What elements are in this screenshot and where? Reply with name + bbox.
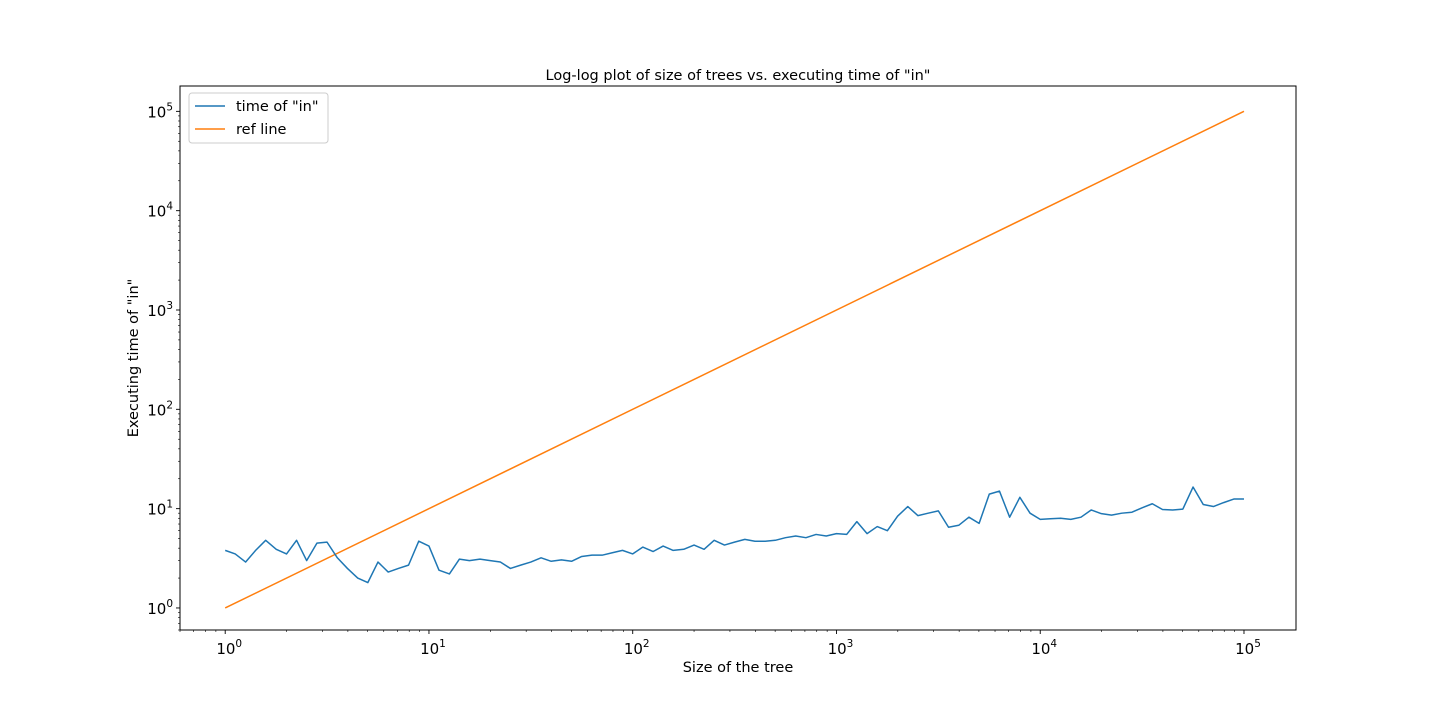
x-tick-label: 104 xyxy=(1031,638,1057,658)
y-tick-label: 102 xyxy=(147,399,173,419)
series-line-1 xyxy=(224,110,1245,609)
legend: time of "in" ref line xyxy=(188,92,329,144)
axes-frame xyxy=(179,85,1297,631)
y-axis-label: Executing time of "in" xyxy=(126,279,142,438)
x-tick-label: 102 xyxy=(624,638,650,658)
axis-ticks: 100 101 102 103 104 105 100 101 102 103 104 105 xyxy=(147,101,1261,658)
chart-title: Log-log plot of size of trees vs. execut… xyxy=(546,68,931,84)
y-tick-label: 105 xyxy=(147,101,173,121)
x-axis-label: Size of the tree xyxy=(683,660,794,676)
legend-label-time-of-in: time of "in" xyxy=(236,99,319,115)
y-tick-label: 101 xyxy=(147,499,173,519)
x-tick-label: 105 xyxy=(1235,638,1261,658)
y-tick-label: 103 xyxy=(147,300,173,320)
x-tick-label: 101 xyxy=(420,638,446,658)
series-line-0 xyxy=(224,486,1244,584)
y-tick-label: 100 xyxy=(147,598,173,618)
legend-label-ref-line: ref line xyxy=(236,122,287,138)
x-tick-label: 100 xyxy=(216,638,242,658)
y-tick-label: 104 xyxy=(147,201,173,221)
plot-area xyxy=(224,110,1245,609)
x-tick-label: 103 xyxy=(828,638,854,658)
